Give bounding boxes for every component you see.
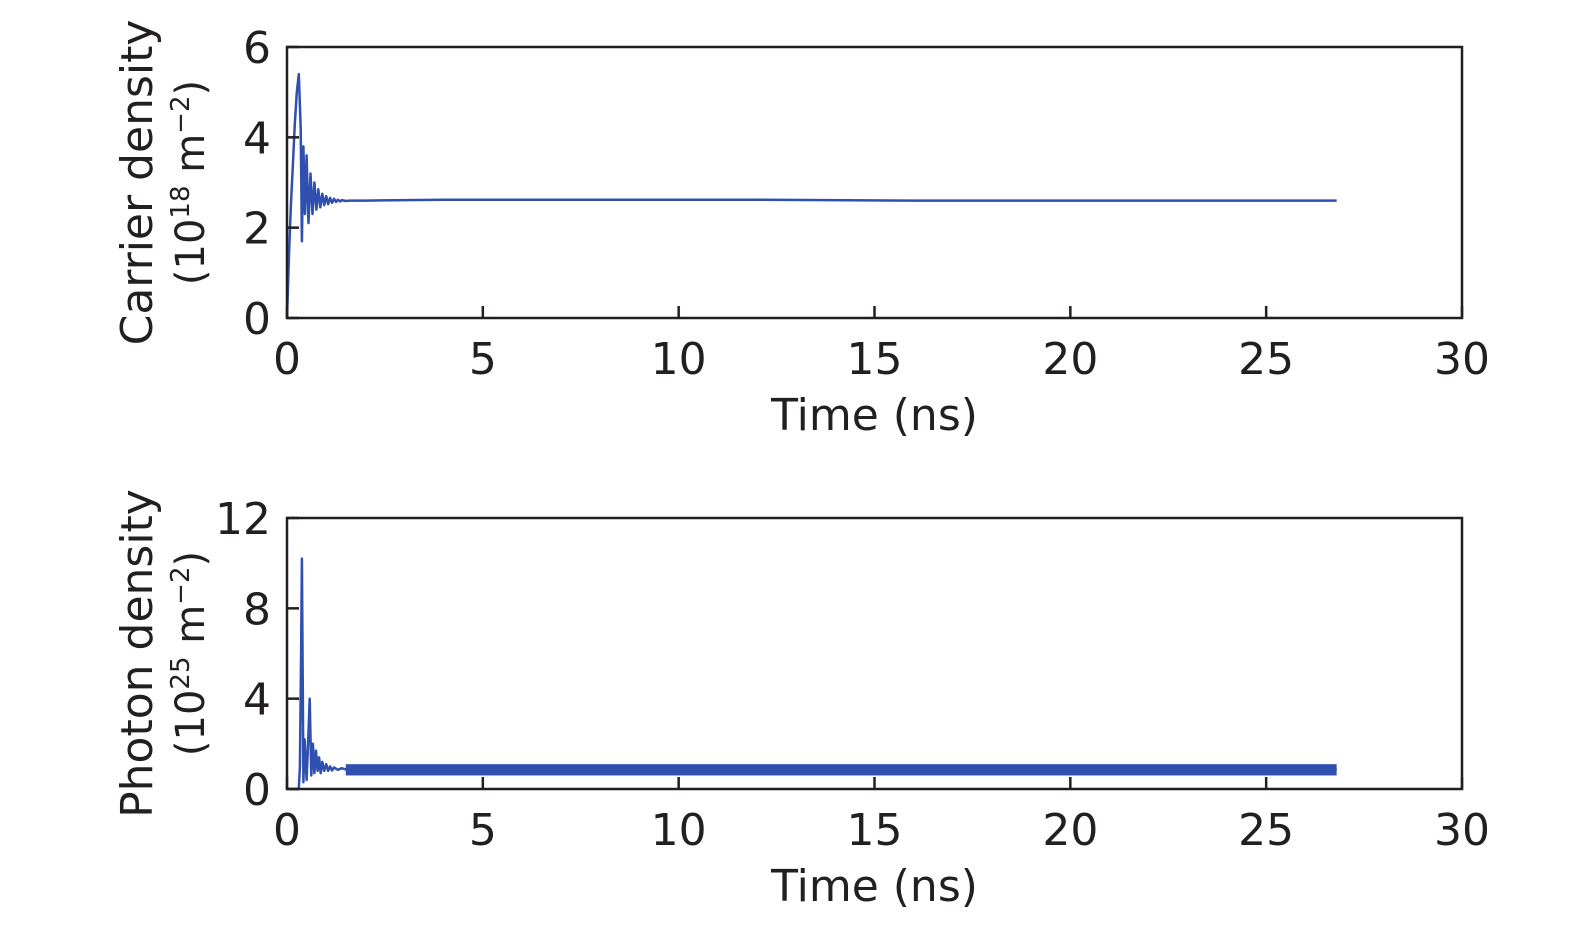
carrier-density-x-tick-label: 30 (1434, 334, 1490, 385)
photon-density-y-label-line1: Photon density (112, 489, 163, 818)
photon-density-marks (287, 557, 1337, 791)
carrier-density-y-tick-label: 0 (243, 294, 271, 345)
photon-density-series-line (287, 557, 1337, 791)
carrier-density-x-tick-label: 0 (273, 334, 301, 385)
photon-density-y-axis-label: Photon density (1025 m−2) (112, 489, 214, 818)
carrier-density-x-tick-label: 25 (1238, 334, 1294, 385)
carrier-density-unit-m-exponent: −2 (166, 95, 196, 133)
photon-density-y-label-line2: (1025 m−2) (166, 551, 214, 756)
photon-density-unit-m-exponent: −2 (166, 566, 196, 604)
carrier-density-y-tick-label: 6 (243, 23, 271, 74)
photon-density-ticks: 0 5 10 15 20 25 30 0 4 8 12 (215, 494, 1490, 856)
photon-density-y-tick-label: 0 (243, 765, 271, 816)
photon-density-x-tick-label: 10 (651, 805, 707, 856)
photon-density-unit-m: m (168, 605, 214, 657)
carrier-density-unit-m: m (168, 134, 214, 186)
carrier-density-y-axis-label: Carrier density (1018 m−2) (112, 20, 214, 346)
photon-density-unit-close: ) (168, 551, 214, 567)
carrier-density-unit-close: ) (168, 80, 214, 96)
carrier-density-y-label-line1: Carrier density (112, 20, 163, 346)
carrier-density-x-tick-label: 15 (847, 334, 903, 385)
carrier-density-y-tick-label: 2 (243, 204, 271, 255)
photon-density-y-tick-label: 4 (243, 675, 271, 726)
carrier-density-series-line (285, 72, 1337, 319)
photon-density-x-tick-label: 5 (469, 805, 497, 856)
photon-density-y-tick-label: 8 (243, 584, 271, 635)
photon-density-x-axis-label: Time (ns) (770, 861, 978, 912)
carrier-density-ticks: 0 5 10 15 20 25 30 0 2 4 6 (243, 23, 1490, 385)
carrier-density-x-tick-label: 20 (1042, 334, 1098, 385)
carrier-density-panel: 0 5 10 15 20 25 30 0 2 4 6 Time (ns) Carrier densi… (112, 20, 1490, 441)
carrier-density-y-label-line2: (1018 m−2) (166, 80, 214, 285)
carrier-density-plot-frame (285, 45, 1464, 320)
photon-density-plot-frame (285, 516, 1464, 791)
carrier-density-y-tick-label: 4 (243, 113, 271, 164)
photon-density-y-tick-label: 12 (215, 494, 271, 545)
carrier-density-unit-exponent: 18 (166, 186, 196, 219)
photon-density-unit-exponent: 25 (166, 657, 196, 690)
photon-density-x-tick-label: 30 (1434, 805, 1490, 856)
photon-density-x-tick-label: 15 (847, 805, 903, 856)
carrier-density-x-tick-label: 10 (651, 334, 707, 385)
photon-density-x-tick-label: 25 (1238, 805, 1294, 856)
carrier-density-x-axis-label: Time (ns) (770, 390, 978, 441)
carrier-density-x-tick-label: 5 (469, 334, 497, 385)
carrier-density-unit-base: (10 (168, 219, 214, 286)
photon-density-unit-base: (10 (168, 690, 214, 757)
carrier-density-marks (285, 72, 1337, 319)
photon-density-x-tick-label: 20 (1042, 805, 1098, 856)
photon-density-x-tick-label: 0 (273, 805, 301, 856)
photon-density-panel: 0 5 10 15 20 25 30 0 4 8 12 Time (ns) Photon densi… (112, 489, 1490, 912)
